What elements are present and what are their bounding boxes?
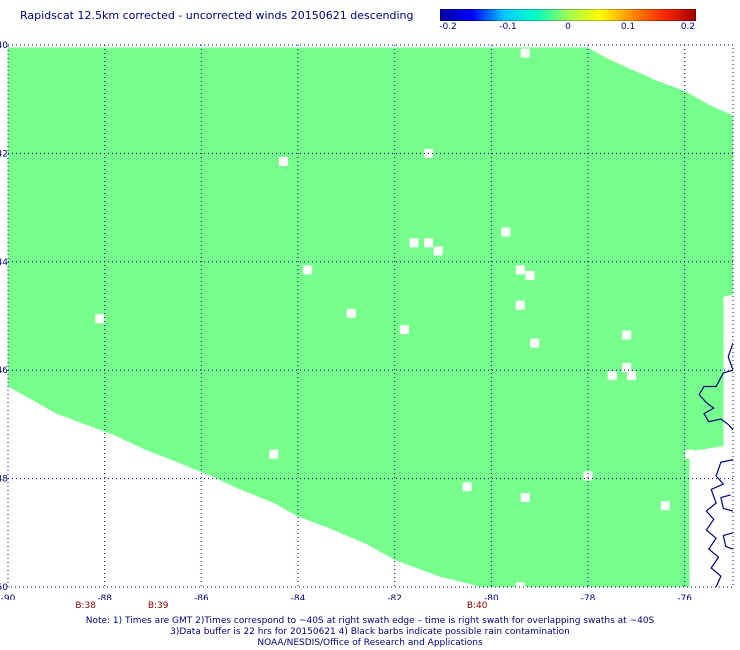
missing-data-cell [409,238,419,248]
missing-data-cell [462,482,472,492]
missing-data-cell [607,371,617,381]
coastline [698,342,733,431]
missing-data-cell [685,449,694,459]
island-coastline [722,532,733,550]
pass-label: B:40 [466,601,488,611]
note-line-1: Note: 1) Times are GMT 2)Times correspon… [85,616,655,626]
y-tick-label: -48 [0,475,8,485]
missing-data-cell [515,300,525,310]
missing-data-cell [520,48,530,58]
x-tick-label: -88 [97,594,112,600]
missing-data-cell [622,363,632,372]
island-coastline [720,494,733,512]
pass-label: B:38 [75,601,96,611]
colorbar-gradient [440,9,696,21]
missing-data-cell [279,157,288,166]
missing-data-cell [622,330,632,340]
y-tick-label: -40 [0,41,8,51]
missing-data-cell [525,270,535,280]
missing-data-cell [627,371,636,381]
missing-data-cell [303,265,313,275]
missing-data-cell [269,449,279,459]
x-tick-label: -90 [1,594,16,600]
missing-data-cell [95,314,105,324]
colorbar [440,9,696,21]
missing-data-cell [660,501,670,511]
missing-data-cell [433,246,443,256]
missing-data-cell [346,308,356,318]
x-tick-label: -86 [194,594,209,600]
colorbar-tick-label: 0.2 [680,22,696,32]
y-tick-label: -50 [0,583,8,593]
missing-data-cell [530,338,540,348]
missing-data-cell [424,238,433,248]
colorbar-tick-label: 0 [565,22,571,32]
y-tick-label: -46 [0,366,8,376]
missing-data-cell [515,582,525,587]
x-tick-label: -82 [387,594,402,600]
x-tick-label: -76 [677,594,692,600]
missing-data-cell [501,227,511,237]
y-tick-label: -42 [0,149,8,159]
chart-title: Rapidscat 12.5km corrected - uncorrected… [20,9,414,22]
missing-data-cell [399,325,409,335]
pass-label: B:39 [147,601,169,611]
missing-data-cell [718,100,728,110]
note-line-2: 3)Data buffer is 22 hrs for 20150621 4) … [170,627,570,637]
plot-frame [7,44,734,588]
island-coastline [705,459,733,587]
x-tick-label: -80 [484,594,499,600]
colorbar-tick-label: -0.1 [499,22,517,32]
swath-area [8,47,733,587]
missing-data-cell [515,265,525,275]
wind-map-plot: -90 -88 -86 -84 -82 -80 -78 -76 -40 -42 -44 -46 -48 -… [0,41,734,600]
x-tick-label: -78 [581,594,596,600]
colorbar-tick-label: -0.2 [439,22,457,32]
missing-data-cell [583,471,593,481]
x-tick-label: -84 [291,594,306,600]
missing-data-cell [685,64,694,74]
y-tick-label: -44 [0,258,8,268]
missing-data-cell [520,493,530,503]
colorbar-tick-label: 0.1 [620,22,636,32]
note-line-3: NOAA/NESDIS/Office of Research and Appli… [257,638,483,648]
